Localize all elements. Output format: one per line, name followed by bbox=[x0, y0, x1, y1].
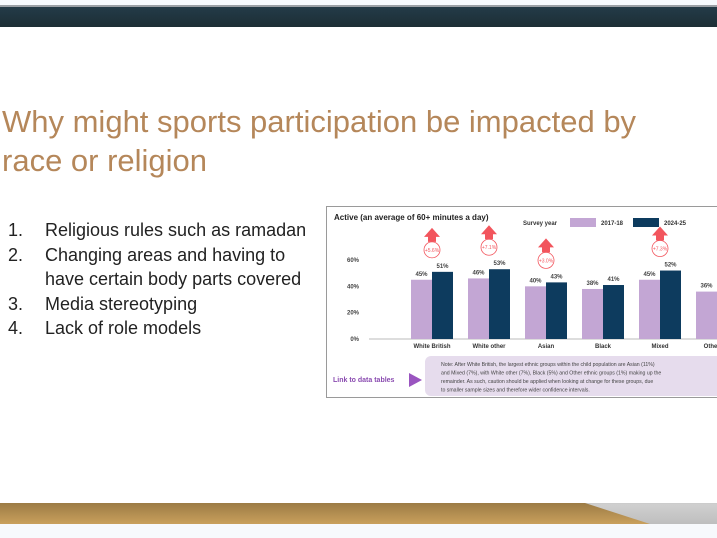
x-tick-label: Other eth bbox=[704, 344, 717, 350]
slide-title-line-2: race or religion bbox=[2, 143, 208, 178]
up-arrow-icon bbox=[538, 238, 554, 253]
data-label: 36% bbox=[700, 284, 713, 290]
y-tick-label: 60% bbox=[347, 258, 360, 264]
play-arrow-icon bbox=[409, 373, 422, 387]
chart-image: Active (an average of 60+ minutes a day)… bbox=[326, 206, 717, 398]
list-item: 4. Lack of role models bbox=[8, 316, 310, 341]
change-badge bbox=[480, 238, 498, 256]
data-label: 43% bbox=[550, 274, 563, 280]
x-tick-label: Mixed bbox=[651, 344, 668, 350]
legend-swatch-2017-18 bbox=[570, 218, 596, 227]
slide-title-line-1: Why might sports participation be impact… bbox=[2, 104, 637, 139]
y-tick-label: 0% bbox=[350, 337, 359, 343]
data-label: 45% bbox=[415, 272, 428, 278]
list-number: 3. bbox=[8, 293, 24, 314]
slide-header-bar bbox=[0, 7, 717, 27]
bar-2024-25 bbox=[546, 282, 567, 339]
bar-2017-18 bbox=[696, 291, 717, 339]
note-text-line: and Mixed (7%), with White other (7%), B… bbox=[441, 371, 661, 377]
bar-2017-18 bbox=[582, 288, 603, 339]
y-tick-label: 20% bbox=[347, 311, 360, 317]
slide-title: Why might sports participation be impact… bbox=[2, 102, 717, 180]
change-label: +3.0% bbox=[539, 258, 554, 264]
data-label: 52% bbox=[664, 263, 677, 269]
list-number: 2. bbox=[8, 244, 24, 265]
change-badge bbox=[423, 241, 441, 259]
data-label: 38% bbox=[586, 281, 599, 287]
legend-swatch-2024-25 bbox=[633, 218, 659, 227]
up-arrow-icon bbox=[652, 226, 668, 241]
list-number: 1. bbox=[8, 220, 24, 240]
x-tick-label: Black bbox=[595, 344, 612, 350]
change-label: +5.6% bbox=[425, 248, 440, 254]
list-number: 4. bbox=[8, 318, 24, 338]
list-text: Changing areas and having to have certai… bbox=[45, 244, 302, 290]
list-item: 2. Changing areas and having to have cert… bbox=[8, 243, 310, 292]
bar-chart: Active (an average of 60+ minutes a day)… bbox=[333, 213, 717, 396]
bar-2017-18 bbox=[525, 286, 546, 339]
bar-2024-25 bbox=[603, 285, 624, 339]
bottom-band-gold bbox=[0, 503, 650, 524]
list-text: Media stereotyping bbox=[45, 293, 198, 314]
data-label: 45% bbox=[643, 272, 656, 278]
data-label: 40% bbox=[529, 278, 542, 284]
bar-2024-25 bbox=[660, 270, 681, 339]
change-label: +7.1% bbox=[482, 245, 497, 251]
up-arrow-icon bbox=[424, 227, 440, 242]
list-item: 1. Religious rules such as ramadan bbox=[8, 218, 310, 243]
footer-strip bbox=[0, 524, 717, 538]
window-top-strip bbox=[0, 0, 717, 7]
data-label: 46% bbox=[472, 270, 485, 276]
bar-2017-18 bbox=[639, 279, 660, 339]
x-tick-label: White British bbox=[414, 344, 451, 350]
list-text: Religious rules such as ramadan bbox=[45, 220, 307, 240]
bar-2024-25 bbox=[432, 271, 453, 339]
list-item: 3. Media stereotyping bbox=[8, 292, 310, 317]
legend-title: Survey year bbox=[523, 221, 558, 227]
legend-label: 2024-25 bbox=[664, 221, 687, 227]
legend-label: 2017-18 bbox=[601, 221, 624, 227]
chart-title: Active (an average of 60+ minutes a day) bbox=[334, 213, 489, 222]
list-text: Lack of role models bbox=[45, 318, 202, 338]
bar-2024-25 bbox=[489, 269, 510, 339]
up-arrow-icon bbox=[481, 225, 497, 240]
link-to-data-tables[interactable]: Link to data tables bbox=[333, 377, 395, 384]
change-label: +7.3% bbox=[653, 247, 668, 253]
x-tick-label: Asian bbox=[538, 344, 555, 350]
note-text-line: to smaller sample sizes and therefore wi… bbox=[441, 388, 590, 394]
note-text-line: Note: After White British, the largest e… bbox=[441, 362, 655, 368]
reasons-list: 1. Religious rules such as ramadan 2. Chan… bbox=[8, 218, 310, 341]
bar-2017-18 bbox=[468, 278, 489, 339]
data-label: 51% bbox=[436, 264, 449, 270]
bar-2017-18 bbox=[411, 279, 432, 339]
x-tick-label: White other bbox=[473, 344, 507, 350]
data-label: 53% bbox=[493, 261, 506, 267]
note-box bbox=[425, 356, 717, 396]
note-text-line: remainder. As such, caution should be ap… bbox=[441, 379, 653, 385]
y-tick-label: 40% bbox=[347, 284, 360, 290]
data-label: 41% bbox=[607, 277, 620, 283]
